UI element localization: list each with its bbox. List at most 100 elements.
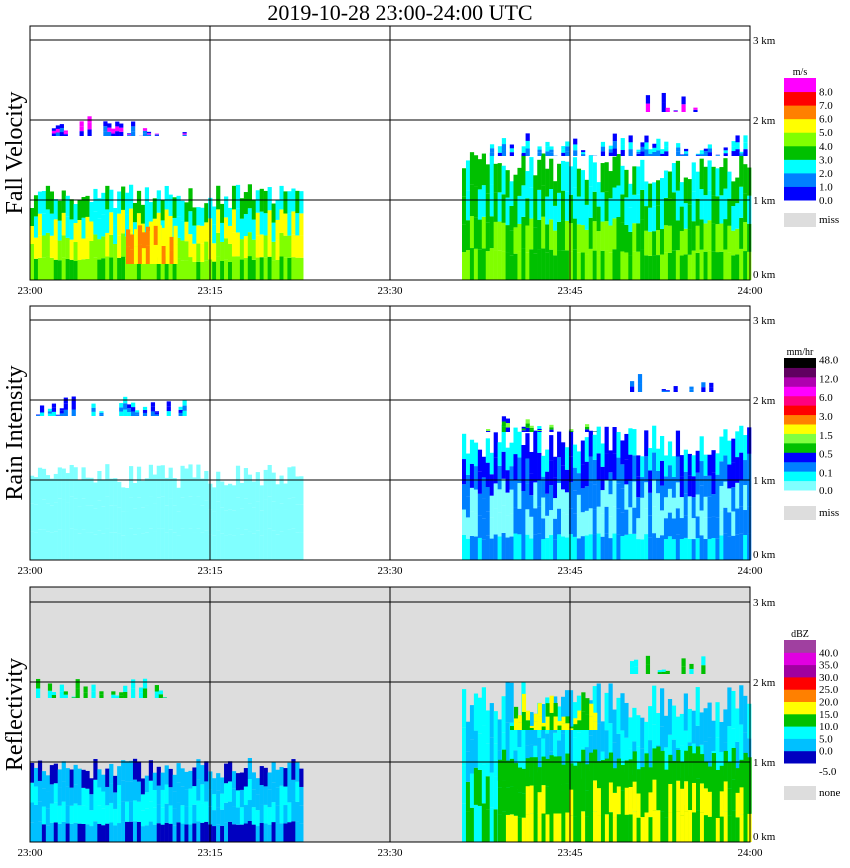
data-cell bbox=[505, 447, 510, 471]
data-cell bbox=[636, 166, 641, 195]
data-cell bbox=[525, 419, 530, 424]
data-cell bbox=[196, 496, 201, 529]
data-cell bbox=[176, 195, 181, 217]
data-cell bbox=[247, 531, 252, 560]
data-cell bbox=[521, 693, 527, 712]
data-cell bbox=[469, 439, 475, 464]
data-cell bbox=[71, 697, 76, 698]
data-cell bbox=[652, 425, 657, 453]
data-cell bbox=[533, 175, 538, 202]
data-cell bbox=[525, 534, 530, 560]
data-cell bbox=[136, 821, 142, 842]
data-cell bbox=[77, 533, 82, 560]
data-cell bbox=[561, 160, 566, 191]
data-cell bbox=[679, 231, 684, 256]
data-cell bbox=[192, 261, 197, 280]
data-cell bbox=[735, 482, 740, 509]
data-cell bbox=[652, 255, 657, 280]
data-cell bbox=[161, 227, 166, 246]
data-cell bbox=[489, 216, 494, 249]
data-cell bbox=[485, 193, 490, 223]
data-cell bbox=[295, 257, 300, 280]
data-cell bbox=[140, 533, 146, 560]
data-cell bbox=[247, 256, 252, 280]
data-cell bbox=[673, 110, 678, 112]
data-cell bbox=[192, 532, 197, 560]
data-cell bbox=[676, 151, 681, 156]
data-cell bbox=[109, 822, 114, 842]
data-cell bbox=[63, 397, 68, 404]
data-cell bbox=[640, 151, 645, 156]
data-cell bbox=[592, 221, 597, 251]
data-cell bbox=[47, 413, 53, 416]
data-cell bbox=[251, 481, 256, 508]
data-cell bbox=[703, 454, 708, 476]
data-cell bbox=[224, 535, 229, 560]
data-cell bbox=[33, 786, 39, 805]
data-cell bbox=[243, 236, 249, 259]
data-cell bbox=[473, 489, 479, 514]
data-cell bbox=[97, 259, 102, 280]
data-cell bbox=[735, 741, 740, 776]
data-cell bbox=[485, 511, 490, 536]
data-cell bbox=[715, 793, 720, 818]
data-cell bbox=[521, 445, 526, 469]
data-cell bbox=[684, 811, 689, 842]
data-cell bbox=[661, 389, 666, 391]
data-cell bbox=[667, 512, 673, 537]
data-cell bbox=[228, 207, 233, 226]
legend-swatch bbox=[784, 118, 816, 133]
data-cell bbox=[180, 805, 185, 824]
data-cell bbox=[719, 195, 724, 224]
data-cell bbox=[545, 515, 550, 538]
data-cell bbox=[53, 802, 58, 823]
data-cell bbox=[636, 476, 641, 498]
data-cell bbox=[656, 810, 661, 842]
data-cell bbox=[541, 216, 546, 249]
data-cell bbox=[172, 197, 177, 218]
data-cell bbox=[592, 534, 597, 560]
data-cell bbox=[703, 788, 709, 816]
data-cell bbox=[115, 126, 120, 132]
data-cell bbox=[115, 121, 120, 127]
data-cell bbox=[577, 815, 582, 842]
data-cell bbox=[291, 466, 296, 498]
data-cell bbox=[632, 533, 637, 560]
data-cell bbox=[637, 374, 643, 384]
data-cell bbox=[505, 814, 511, 842]
data-cell bbox=[510, 725, 515, 728]
data-cell bbox=[727, 252, 732, 280]
data-cell bbox=[473, 693, 479, 731]
data-cell bbox=[30, 531, 35, 560]
data-cell bbox=[235, 824, 241, 842]
legend-swatch bbox=[784, 689, 816, 702]
data-cell bbox=[85, 237, 90, 259]
data-cell bbox=[180, 240, 185, 261]
data-cell bbox=[485, 710, 490, 744]
data-cell bbox=[259, 823, 264, 842]
data-cell bbox=[656, 515, 661, 538]
data-cell bbox=[569, 789, 574, 816]
data-cell bbox=[267, 233, 272, 257]
data-cell bbox=[200, 225, 205, 244]
data-cell bbox=[537, 737, 542, 773]
data-cell bbox=[275, 769, 280, 788]
data-cell bbox=[580, 252, 585, 280]
data-cell bbox=[739, 506, 744, 534]
data-cell bbox=[537, 249, 542, 280]
data-cell bbox=[188, 234, 193, 258]
data-cell bbox=[576, 196, 582, 225]
data-cell bbox=[49, 784, 54, 804]
data-cell bbox=[251, 507, 256, 534]
data-cell bbox=[119, 403, 124, 408]
data-cell bbox=[173, 225, 178, 245]
data-cell bbox=[178, 412, 183, 416]
data-cell bbox=[200, 207, 205, 226]
data-cell bbox=[140, 507, 146, 534]
legend-swatch bbox=[784, 145, 816, 160]
data-cell bbox=[493, 776, 498, 810]
data-cell bbox=[509, 722, 514, 763]
data-cell bbox=[501, 696, 506, 733]
data-cell bbox=[596, 426, 601, 454]
data-cell bbox=[588, 508, 593, 535]
